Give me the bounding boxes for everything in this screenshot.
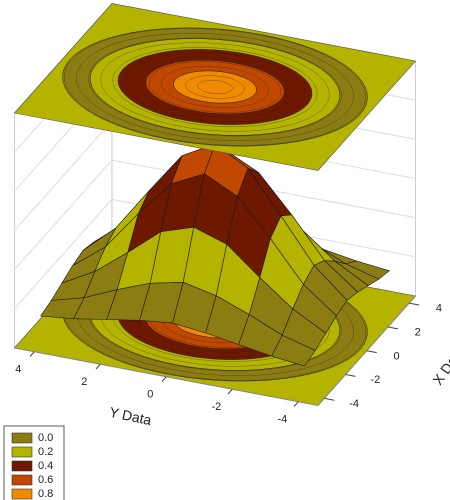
y-tick (29, 351, 35, 357)
y-tick-label: 2 (81, 376, 87, 388)
y-tick (293, 401, 299, 407)
legend-swatch (11, 432, 33, 444)
x-tick-label: 4 (436, 303, 442, 315)
legend: 0.0 0.2 0.4 0.6 0.8 (3, 425, 65, 500)
x-tick (345, 374, 356, 377)
wall-grid (14, 198, 416, 310)
x-tick-label: 2 (415, 326, 421, 338)
ceiling-contour-contour (136, 56, 294, 118)
legend-label: 0.4 (38, 460, 53, 472)
y-tick-label: 4 (15, 363, 21, 375)
legend-swatch (11, 460, 33, 472)
y-tick (161, 376, 167, 382)
y-tick-label: -4 (277, 413, 287, 425)
legend-label: 0.2 (38, 446, 53, 458)
ceiling-contour-contour (100, 42, 330, 132)
wall-grid (14, 159, 416, 270)
legend-swatch (11, 474, 33, 486)
x-tick (366, 350, 377, 354)
y-tick (227, 388, 233, 395)
legend-label: 0.0 (38, 432, 53, 444)
ceiling-contour-contour (197, 80, 233, 94)
x-tick (409, 302, 420, 306)
ceiling-contour-contour (173, 70, 257, 104)
ceiling-contour-contour (76, 33, 354, 141)
y-axis-label: Y Data (108, 404, 153, 429)
legend-swatch (11, 446, 33, 458)
ceiling-contour-contour (161, 65, 269, 109)
legend-label: 0.6 (38, 474, 53, 486)
y-tick (95, 363, 101, 370)
ceiling-contour-contour (88, 37, 342, 137)
x-tick-label: -4 (349, 398, 359, 410)
legend-label: 0.8 (38, 488, 53, 500)
x-axis-label: X Data (429, 343, 450, 387)
ceiling-contour-contour (112, 47, 318, 127)
y-tick-label: 0 (147, 388, 153, 400)
x-tick-label: -2 (370, 374, 380, 386)
y-tick-label: -2 (211, 401, 221, 413)
x-tick (387, 326, 398, 330)
x-tick-label: 0 (393, 350, 399, 362)
ceiling-contour-contour (185, 75, 245, 99)
ceiling-contour-contour (124, 51, 306, 123)
box-edge (14, 295, 416, 407)
x-tick (324, 397, 335, 401)
surface-patch (271, 334, 316, 367)
legend-swatch (11, 488, 33, 500)
ceiling-contour-contour (64, 28, 366, 146)
ceiling-contour-contour (148, 61, 282, 113)
